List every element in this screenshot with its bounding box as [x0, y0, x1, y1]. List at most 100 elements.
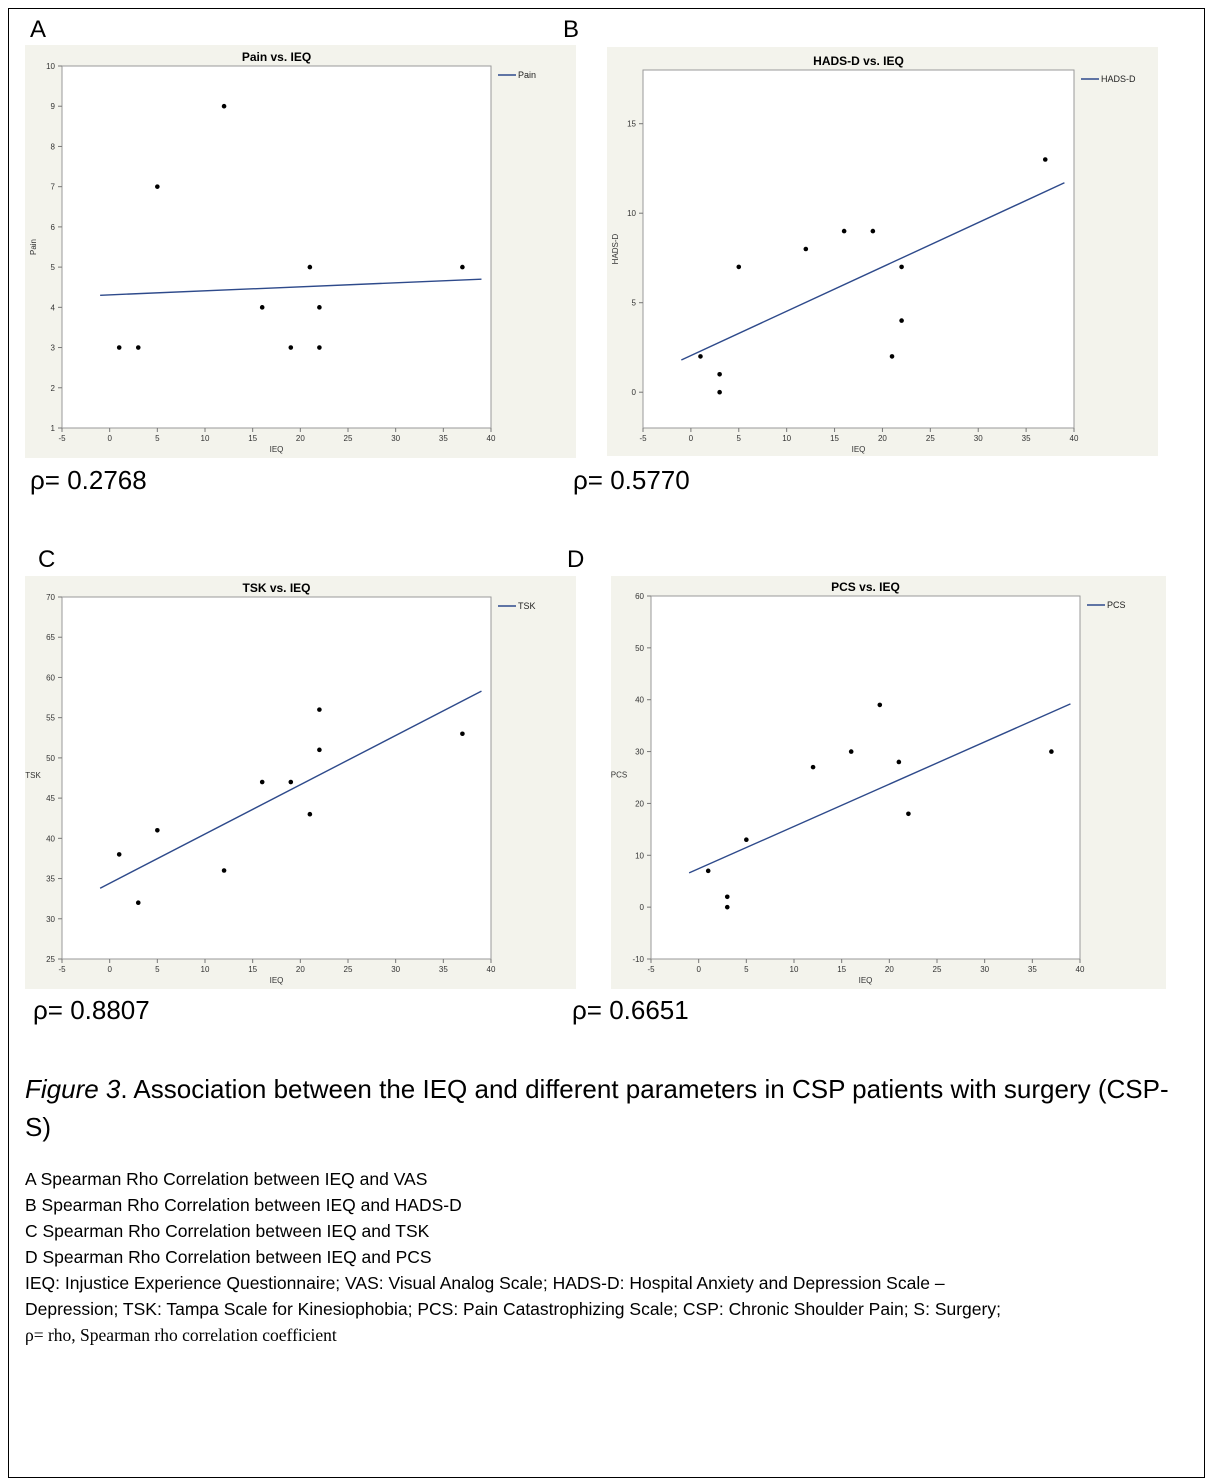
figure-caption: Figure 3. Association between the IEQ an… [25, 1070, 1185, 1146]
y-tick-label: 35 [46, 875, 55, 884]
y-tick-label: 30 [635, 748, 644, 757]
x-tick-label: 10 [782, 434, 791, 443]
y-tick-label: 0 [640, 903, 645, 912]
y-tick-label: 40 [46, 834, 55, 843]
note-line: C Spearman Rho Correlation between IEQ a… [25, 1221, 430, 1241]
data-point [736, 264, 742, 270]
data-point [116, 345, 122, 350]
data-point [317, 707, 322, 712]
data-point [896, 759, 902, 765]
legend-label: TSK [518, 601, 536, 611]
data-point [307, 264, 313, 270]
data-point [221, 103, 227, 109]
chart-pcs-vs-ieq: PCS vs. IEQ -5 0 5 10 15 20 25 30 35 40 -10 0 10 20 30 4… [611, 576, 1166, 989]
x-tick-label: 20 [296, 965, 305, 974]
data-point [317, 747, 322, 753]
x-tick-label: 20 [296, 434, 305, 443]
data-point [135, 345, 141, 350]
plot-area [61, 596, 492, 960]
data-point [259, 305, 265, 310]
y-tick-label: 4 [51, 303, 56, 312]
data-point [460, 264, 465, 270]
panel-letter-d: D [567, 546, 585, 573]
rho-value-c: ρ= 0.8807 [33, 995, 150, 1025]
figure-notes: A Spearman Rho Correlation between IEQ a… [25, 1166, 1200, 1348]
x-axis-label: IEQ [270, 976, 284, 985]
y-tick-label: 10 [627, 209, 636, 218]
y-tick-label: 10 [46, 62, 55, 71]
x-tick-label: 40 [1076, 965, 1085, 974]
chart-title: TSK vs. IEQ [242, 581, 310, 595]
x-tick-label: 25 [926, 434, 935, 443]
x-tick-label: 10 [201, 434, 210, 443]
x-tick-label: 30 [974, 434, 983, 443]
figure-label: Figure 3 [25, 1074, 121, 1104]
data-point [717, 389, 722, 395]
data-point [221, 868, 227, 873]
legend-label: Pain [518, 70, 536, 80]
y-tick-label: 7 [51, 183, 56, 192]
x-tick-label: 20 [885, 965, 894, 974]
plot-area [642, 69, 1075, 429]
chart-title: PCS vs. IEQ [831, 580, 900, 594]
y-tick-label: 30 [46, 915, 55, 924]
y-tick-label: 8 [51, 142, 56, 151]
note-line-rho: ρ= rho, Spearman rho correlation coeffic… [25, 1325, 337, 1345]
x-tick-label: 35 [1028, 965, 1037, 974]
x-tick-label: 35 [439, 434, 448, 443]
data-point [705, 868, 711, 874]
rho-value-b: ρ= 0.5770 [573, 465, 690, 495]
data-point [803, 246, 809, 252]
plot-area [650, 595, 1081, 960]
y-tick-label: -10 [632, 955, 644, 964]
panel-letter-c: C [38, 546, 56, 573]
data-point [288, 779, 294, 785]
data-point [307, 811, 313, 817]
regression-line [681, 182, 1065, 361]
x-tick-label: 5 [155, 965, 160, 974]
data-point [317, 345, 322, 350]
x-tick-label: 40 [1070, 434, 1079, 443]
rho-value-d: ρ= 0.6651 [572, 995, 689, 1025]
y-tick-label: 70 [46, 593, 55, 602]
data-point [899, 264, 904, 270]
x-tick-label: 5 [737, 434, 742, 443]
data-point [1042, 157, 1048, 162]
data-point [899, 318, 904, 323]
x-axis-label: IEQ [859, 976, 873, 985]
regression-line [688, 703, 1071, 874]
x-tick-label: 40 [487, 434, 496, 443]
y-tick-label: 5 [51, 263, 56, 272]
x-tick-label: 25 [344, 965, 353, 974]
x-tick-label: -5 [58, 965, 66, 974]
x-tick-label: 0 [689, 434, 694, 443]
y-tick-label: 65 [46, 633, 55, 642]
regression-line [100, 278, 482, 296]
note-line: IEQ: Injustice Experience Questionnaire;… [25, 1273, 945, 1293]
x-tick-label: 10 [790, 965, 799, 974]
data-point [135, 900, 141, 905]
y-tick-label: 60 [46, 673, 55, 682]
data-point [810, 764, 816, 770]
data-point [906, 811, 911, 817]
legend-label: PCS [1107, 600, 1126, 610]
chart-title: HADS-D vs. IEQ [813, 54, 904, 68]
y-tick-label: 55 [46, 714, 55, 723]
regression-line [99, 690, 482, 889]
chart-pain-vs-ieq: Pain vs. IEQ -5 0 5 10 15 20 25 30 35 40 1 2 3 4 5 6 7 8 9 1… [25, 45, 576, 458]
y-tick-label: 45 [46, 794, 55, 803]
note-line: B Spearman Rho Correlation between IEQ a… [25, 1195, 462, 1215]
x-tick-label: 10 [201, 965, 210, 974]
y-tick-label: 0 [632, 388, 637, 397]
data-point [724, 894, 730, 900]
y-tick-label: 5 [632, 299, 637, 308]
rho-value-a: ρ= 0.2768 [30, 465, 147, 495]
legend-label: HADS-D [1101, 74, 1136, 84]
data-point [155, 184, 160, 189]
data-point [1049, 749, 1054, 754]
x-tick-label: 40 [487, 965, 496, 974]
x-tick-label: -5 [647, 965, 655, 974]
x-tick-label: 15 [830, 434, 839, 443]
data-point [744, 837, 749, 843]
x-tick-label: 35 [439, 965, 448, 974]
